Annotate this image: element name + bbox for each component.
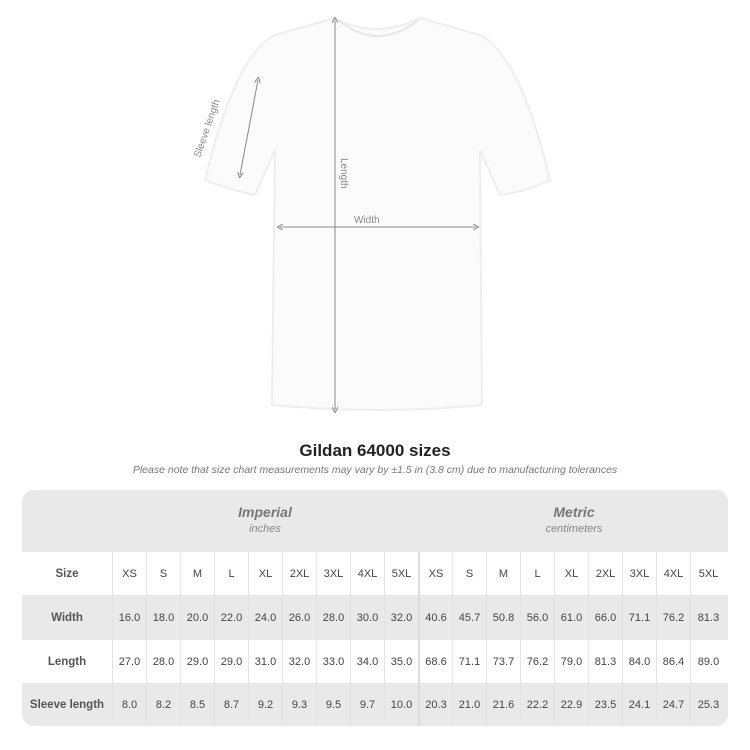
metric-cell: L bbox=[520, 552, 554, 595]
imperial-cell: 33.0 bbox=[316, 640, 350, 683]
imperial-cell: 9.5 bbox=[316, 683, 350, 726]
imperial-cell: 29.0 bbox=[180, 640, 214, 683]
imperial-cell: XS bbox=[112, 552, 146, 595]
width-label: Width bbox=[354, 215, 380, 226]
imperial-cell: 22.0 bbox=[214, 595, 248, 640]
tshirt-shape bbox=[203, 16, 552, 411]
imperial-cell: L bbox=[214, 552, 248, 595]
table-row: Sleeve length 8.0 8.2 8.5 8.7 9.2 9.3 9.5 9.7 10.… bbox=[22, 683, 728, 726]
imperial-cell: M bbox=[180, 552, 214, 595]
metric-cell: 45.7 bbox=[452, 595, 486, 640]
imperial-cell: 34.0 bbox=[350, 640, 384, 683]
metric-cell: 20.3 bbox=[418, 683, 452, 726]
imperial-cell: 18.0 bbox=[146, 595, 180, 640]
imperial-cell: 24.0 bbox=[248, 595, 282, 640]
imperial-cell: 35.0 bbox=[384, 640, 418, 683]
metric-cell: 21.6 bbox=[486, 683, 520, 726]
metric-cell: 61.0 bbox=[554, 595, 588, 640]
imperial-cell: XL bbox=[248, 552, 282, 595]
row-label: Size bbox=[55, 567, 79, 580]
metric-cell: 81.3 bbox=[588, 640, 622, 683]
table-row: Width 16.0 18.0 20.0 22.0 24.0 26.0 28.0 30.0 32.… bbox=[22, 595, 728, 640]
metric-cell: 86.4 bbox=[656, 640, 690, 683]
table-row: Size XS S M L XL 2XL 3XL 4XL 5XL XS S M L XL 2XL 3XL 4XL 5… bbox=[22, 552, 728, 595]
imperial-cell: 20.0 bbox=[180, 595, 214, 640]
metric-cell: 24.1 bbox=[622, 683, 656, 726]
imperial-cell: 28.0 bbox=[146, 640, 180, 683]
imperial-cell: 26.0 bbox=[282, 595, 316, 640]
metric-cell: 24.7 bbox=[656, 683, 690, 726]
imperial-cell: 3XL bbox=[316, 552, 350, 595]
imperial-cell: 29.0 bbox=[214, 640, 248, 683]
imperial-cell: 9.2 bbox=[248, 683, 282, 726]
row-label: Length bbox=[47, 655, 87, 668]
metric-cell: XL bbox=[554, 552, 588, 595]
metric-cell: 71.1 bbox=[622, 595, 656, 640]
tolerance-note: Please note that size chart measurements… bbox=[132, 464, 618, 476]
metric-cell: 4XL bbox=[656, 552, 690, 595]
metric-cell: 76.2 bbox=[520, 640, 554, 683]
metric-cell: 3XL bbox=[622, 552, 656, 595]
metric-cell: 76.2 bbox=[656, 595, 690, 640]
metric-cell: 40.6 bbox=[418, 595, 452, 640]
metric-cell: 56.0 bbox=[520, 595, 554, 640]
imperial-cell: 8.2 bbox=[146, 683, 180, 726]
metric-cell: 25.3 bbox=[690, 683, 726, 726]
metric-cell: 22.9 bbox=[554, 683, 588, 726]
imperial-cell: 32.0 bbox=[384, 595, 418, 640]
metric-cell: 5XL bbox=[690, 552, 726, 595]
sleeve-length-arrow bbox=[240, 80, 258, 175]
metric-cell: 68.6 bbox=[418, 640, 452, 683]
imperial-cell: 8.7 bbox=[214, 683, 248, 726]
imperial-cell: 5XL bbox=[384, 552, 418, 595]
imperial-cell: 32.0 bbox=[282, 640, 316, 683]
imperial-unit: inches bbox=[249, 523, 281, 535]
imperial-label: Imperial bbox=[238, 504, 292, 520]
metric-cell: 66.0 bbox=[588, 595, 622, 640]
imperial-cell: 30.0 bbox=[350, 595, 384, 640]
metric-cell: 73.7 bbox=[486, 640, 520, 683]
row-label: Width bbox=[51, 611, 83, 624]
metric-header: Metric centimeters bbox=[420, 490, 728, 552]
metric-unit: centimeters bbox=[545, 523, 603, 535]
imperial-cell: 9.3 bbox=[282, 683, 316, 726]
metric-cell: 81.3 bbox=[690, 595, 726, 640]
metric-cell: 71.1 bbox=[452, 640, 486, 683]
imperial-cell: 4XL bbox=[350, 552, 384, 595]
imperial-cell: 10.0 bbox=[384, 683, 418, 726]
imperial-cell: 8.5 bbox=[180, 683, 214, 726]
metric-cell: 21.0 bbox=[452, 683, 486, 726]
imperial-cell: 8.0 bbox=[112, 683, 146, 726]
length-label: Length bbox=[338, 158, 349, 189]
imperial-cell: 27.0 bbox=[112, 640, 146, 683]
imperial-cell: 9.7 bbox=[350, 683, 384, 726]
metric-cell: 50.8 bbox=[486, 595, 520, 640]
table-row: Length 27.0 28.0 29.0 29.0 31.0 32.0 33.0 34.0 35… bbox=[22, 640, 728, 683]
tshirt-diagram: Sleeve length Length Width bbox=[192, 16, 552, 430]
metric-cell: 79.0 bbox=[554, 640, 588, 683]
metric-cell: 84.0 bbox=[622, 640, 656, 683]
metric-cell: 22.2 bbox=[520, 683, 554, 726]
imperial-cell: 28.0 bbox=[316, 595, 350, 640]
metric-cell: M bbox=[486, 552, 520, 595]
imperial-cell: 31.0 bbox=[248, 640, 282, 683]
metric-cell: S bbox=[452, 552, 486, 595]
metric-cell: 89.0 bbox=[690, 640, 726, 683]
imperial-cell: 2XL bbox=[282, 552, 316, 595]
metric-label: Metric bbox=[553, 504, 595, 520]
imperial-cell: S bbox=[146, 552, 180, 595]
metric-cell: 23.5 bbox=[588, 683, 622, 726]
chart-title: Gildan 64000 sizes bbox=[299, 441, 451, 460]
metric-cell: XS bbox=[418, 552, 452, 595]
metric-cell: 2XL bbox=[588, 552, 622, 595]
imperial-cell: 16.0 bbox=[112, 595, 146, 640]
collar bbox=[337, 19, 419, 37]
imperial-header: Imperial inches bbox=[112, 490, 418, 552]
row-label: Sleeve length bbox=[29, 698, 105, 711]
size-table: Imperial inches Metric centimeters Size X… bbox=[22, 490, 728, 726]
